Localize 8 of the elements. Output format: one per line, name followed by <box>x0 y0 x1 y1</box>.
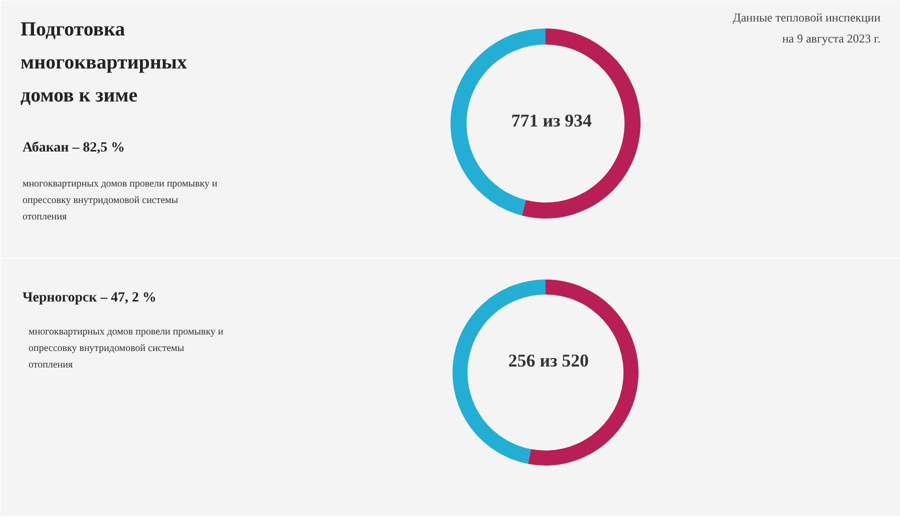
text: многоквартирных домов провели промывку и опрессовку внутридомовой системы отопления <box>28 326 224 370</box>
text: 771 из 934 <box>511 110 592 130</box>
text: Данные тепловой инспекции на 9 августа 2023 г. <box>732 10 882 46</box>
text: Черногорск – 47, 2 % <box>22 290 156 306</box>
text: Абакан – 82,5 % <box>22 140 125 156</box>
text: многоквартирных домов провели промывку и опрессовку внутридомовой системы отопления <box>22 178 218 222</box>
text: Подготовка многоквартирных домов к зиме <box>20 18 188 106</box>
text: 256 из 520 <box>508 350 589 370</box>
